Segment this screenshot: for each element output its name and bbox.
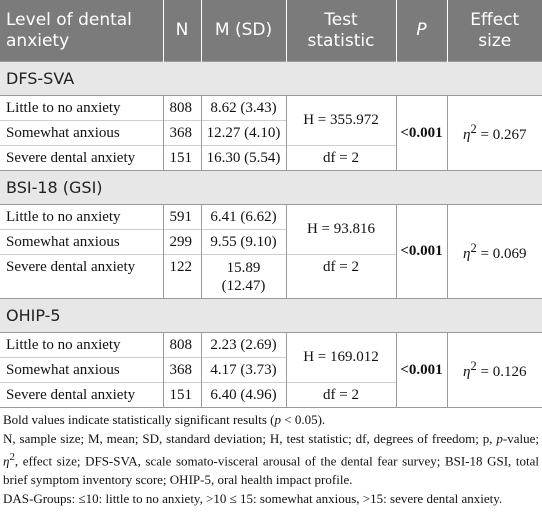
df-cell: df = 2 — [285, 382, 396, 408]
msd-cell: 2.23 (2.69) — [200, 332, 286, 358]
p-value-cell: <0.001 — [395, 332, 447, 408]
header-msd: M (SD) — [200, 0, 286, 62]
level-cell: Somewhat anxious — [0, 120, 163, 146]
level-cell: Little to no anxiety — [0, 332, 163, 358]
table-row: Somewhat anxious 368 12.27 (4.10) — [0, 120, 542, 146]
level-cell: Severe dental anxiety — [0, 145, 163, 171]
p-value-cell: <0.001 — [395, 204, 447, 299]
section-title: DFS-SVA — [0, 61, 542, 96]
effect-size-cell: η2 = 0.069 — [446, 204, 542, 299]
n-cell: 151 — [162, 382, 201, 408]
section-title: OHIP-5 — [0, 298, 542, 333]
effect-size-cell: η2 = 0.126 — [446, 332, 542, 408]
h-statistic-cell: H = 169.012 — [285, 332, 396, 383]
level-cell: Little to no anxiety — [0, 95, 163, 121]
n-cell: 808 — [162, 332, 201, 358]
msd-cell: 12.27 (4.10) — [200, 120, 286, 146]
table-header-row: Level of dental anxiety N M (SD) Test st… — [0, 0, 542, 62]
p-value-cell: <0.001 — [395, 95, 447, 171]
table-row: Little to no anxiety 808 2.23 (2.69) H =… — [0, 332, 542, 408]
results-table: Level of dental anxiety N M (SD) Test st… — [0, 0, 542, 408]
n-cell: 151 — [162, 145, 201, 171]
section-heading-row: OHIP-5 — [0, 298, 542, 333]
table-row: Severe dental anxiety 122 15.89 (12.47) d… — [0, 254, 542, 299]
df-cell: df = 2 — [285, 145, 396, 171]
level-cell: Little to no anxiety — [0, 204, 163, 230]
section-title: BSI-18 (GSI) — [0, 170, 542, 205]
n-cell: 808 — [162, 95, 201, 121]
msd-cell: 8.62 (3.43) — [200, 95, 286, 121]
h-statistic-cell: H = 93.816 — [285, 204, 396, 255]
effect-size-cell: η2 = 0.267 — [446, 95, 542, 171]
table-row: Somewhat anxious 368 4.17 (3.73) — [0, 357, 542, 383]
n-cell: 122 — [162, 254, 201, 299]
msd-cell: 4.17 (3.73) — [200, 357, 286, 383]
section-heading-row: BSI-18 (GSI) — [0, 170, 542, 205]
abbreviations-note: N, sample size; M, mean; SD, standard de… — [3, 431, 539, 488]
level-cell: Severe dental anxiety — [0, 254, 163, 299]
das-groups-note: DAS-Groups: ≤10: little to no anxiety, >… — [3, 491, 503, 507]
msd-cell: 15.89 (12.47) — [200, 254, 286, 299]
n-cell: 368 — [162, 120, 201, 146]
n-cell: 299 — [162, 229, 201, 255]
level-cell: Somewhat anxious — [0, 229, 163, 255]
header-n: N — [162, 0, 201, 62]
table-footnotes: Bold values indicate statistically signi… — [3, 410, 539, 508]
h-statistic-cell: H = 355.972 — [285, 95, 396, 146]
header-test-statistic: Test statistic — [285, 0, 396, 62]
msd-cell: 9.55 (9.10) — [200, 229, 286, 255]
table-row: Little to no anxiety 808 8.62 (3.43) H =… — [0, 95, 542, 171]
level-cell: Somewhat anxious — [0, 357, 163, 383]
section-heading-row: DFS-SVA — [0, 61, 542, 96]
n-cell: 591 — [162, 204, 201, 230]
header-level: Level of dental anxiety — [0, 0, 163, 62]
header-p: P — [395, 0, 447, 62]
df-cell: df = 2 — [285, 254, 396, 299]
level-cell: Severe dental anxiety — [0, 382, 163, 408]
msd-cell: 6.41 (6.62) — [200, 204, 286, 230]
table-row: Severe dental anxiety 151 16.30 (5.54) d… — [0, 145, 542, 171]
n-cell: 368 — [162, 357, 201, 383]
table-row: Somewhat anxious 299 9.55 (9.10) — [0, 229, 542, 255]
msd-cell: 6.40 (4.96) — [200, 382, 286, 408]
table-row: Little to no anxiety 591 6.41 (6.62) H =… — [0, 204, 542, 299]
table-row: Severe dental anxiety 151 6.40 (4.96) df… — [0, 382, 542, 408]
header-effect-size: Effect size — [446, 0, 542, 62]
bold-values-note: Bold values indicate statistically signi… — [3, 412, 326, 427]
msd-cell: 16.30 (5.54) — [200, 145, 286, 171]
